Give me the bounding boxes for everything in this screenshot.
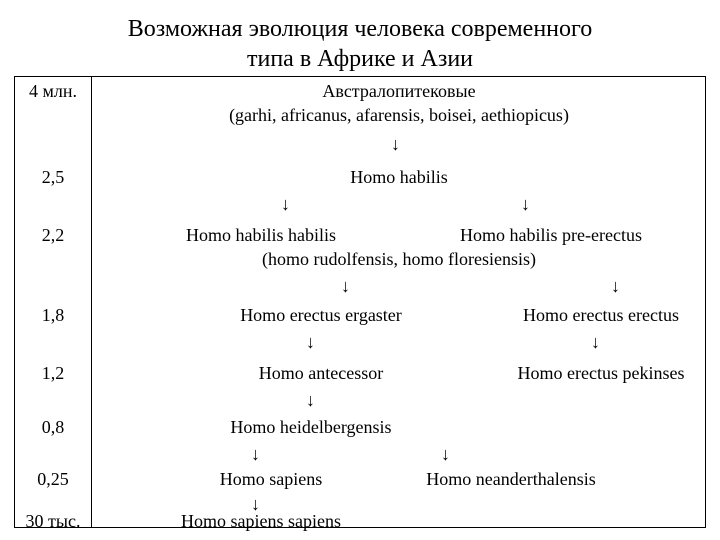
arrow-icon: ↓ [441, 445, 450, 463]
node-neanderthalensis: Homo neanderthalensis [381, 469, 641, 490]
node-australopithecus: Австралопитековые [91, 81, 707, 102]
node-hh-habilis: Homo habilis habilis [131, 225, 391, 246]
arrow-icon: ↓ [391, 135, 400, 153]
arrow-icon: ↓ [306, 333, 315, 351]
tree-content: Австралопитековые (garhi, africanus, afa… [91, 77, 705, 527]
arrow-icon: ↓ [591, 333, 600, 351]
node-hh-sub: (homo rudolfensis, homo floresiensis) [91, 249, 707, 270]
time-1-8: 1,8 [15, 305, 91, 326]
node-homo-habilis: Homo habilis [91, 167, 707, 188]
node-australopithecus-sub: (garhi, africanus, afarensis, boisei, ae… [91, 105, 707, 126]
arrow-icon: ↓ [281, 195, 290, 213]
time-0-8: 0,8 [15, 417, 91, 438]
node-pekinses: Homo erectus pekinses [481, 363, 720, 384]
arrow-icon: ↓ [611, 277, 620, 295]
time-2-2: 2,2 [15, 225, 91, 246]
title-line-1: Возможная эволюция человека современного [128, 16, 593, 42]
time-0-25: 0,25 [15, 469, 91, 490]
node-sapiens: Homo sapiens [171, 469, 371, 490]
node-hh-pre-erectus: Homo habilis pre-erectus [411, 225, 691, 246]
time-30tys: 30 тыс. [15, 511, 91, 532]
node-antecessor: Homo antecessor [191, 363, 451, 384]
page-title: Возможная эволюция человека современного… [0, 0, 720, 74]
node-heidelbergensis: Homo heidelbergensis [161, 417, 461, 438]
page-root: Возможная эволюция человека современного… [0, 0, 720, 540]
node-sapiens-sapiens: Homo sapiens sapiens [131, 511, 391, 532]
title-line-2: типа в Африке и Азии [247, 46, 473, 72]
time-2-5: 2,5 [15, 167, 91, 188]
node-erectus-ergaster: Homo erectus ergaster [191, 305, 451, 326]
diagram-frame: 4 млн. 2,5 2,2 1,8 1,2 0,8 0,25 30 тыс. … [14, 76, 706, 528]
time-4mln: 4 млн. [15, 81, 91, 102]
arrow-icon: ↓ [521, 195, 530, 213]
arrow-icon: ↓ [341, 277, 350, 295]
time-1-2: 1,2 [15, 363, 91, 384]
arrow-icon: ↓ [251, 445, 260, 463]
arrow-icon: ↓ [306, 391, 315, 409]
node-erectus-erectus: Homo erectus erectus [491, 305, 711, 326]
time-column: 4 млн. 2,5 2,2 1,8 1,2 0,8 0,25 30 тыс. [15, 77, 91, 527]
